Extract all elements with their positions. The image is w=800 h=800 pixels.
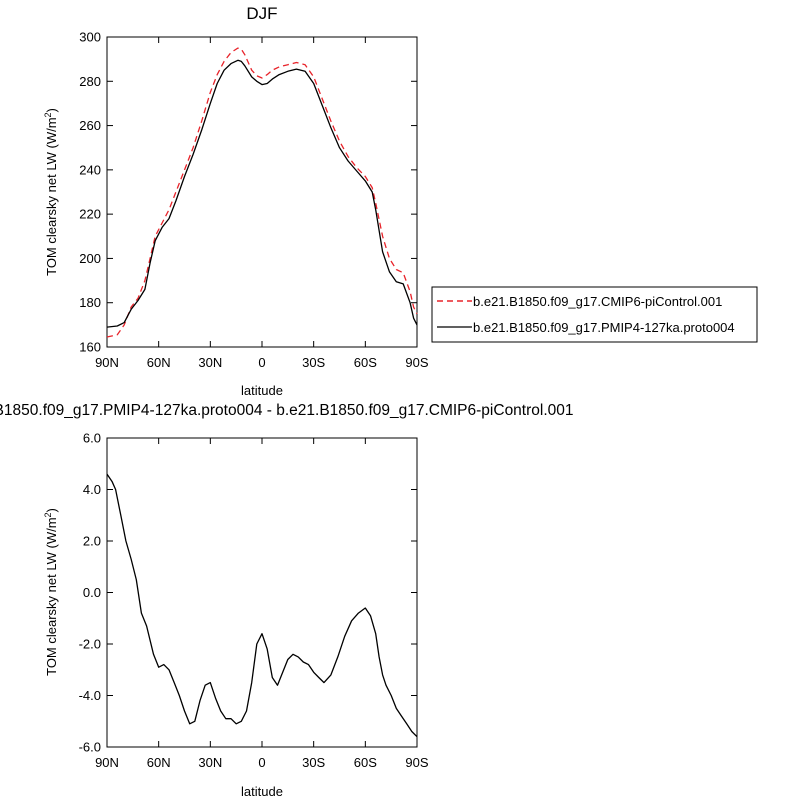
bottom-chart-title: b.e21.B1850.f09_g17.PMIP4-127ka.proto004… xyxy=(0,402,574,419)
top-y-tick-label: 180 xyxy=(79,295,101,310)
top-series-line-2 xyxy=(106,59,418,328)
bottom-y-axis-label-sup: 2 xyxy=(43,512,53,517)
bottom-x-tick-label: 30N xyxy=(198,755,222,770)
top-y-axis-label: TOM clearsky net LW (W/m2) xyxy=(43,108,59,276)
bottom-plot-frame xyxy=(106,437,418,748)
top-plot-frame xyxy=(106,36,418,348)
legend-label-series-2: b.e21.B1850.f09_g17.PMIP4-127ka.proto004 xyxy=(473,320,735,335)
top-y-tick-label: 280 xyxy=(79,74,101,89)
bottom-y-tick-label: -6.0 xyxy=(79,740,101,755)
top-x-tick-label: 90N xyxy=(95,355,119,370)
bottom-x-tick-label: 30S xyxy=(302,755,325,770)
top-chart-title: DJF xyxy=(246,4,277,23)
bottom-y-tick-label: 2.0 xyxy=(83,534,101,549)
top-x-tick-label: 30S xyxy=(302,355,325,370)
bottom-y-tick-label: 0.0 xyxy=(83,585,101,600)
top-y-tick-label: 260 xyxy=(79,118,101,133)
bottom-x-tick-label: 90S xyxy=(405,755,428,770)
bottom-x-tick-label: 0 xyxy=(258,755,265,770)
bottom-y-tick-label: -4.0 xyxy=(79,688,101,703)
bottom-y-axis-label-main: TOM clearsky net LW (W/m xyxy=(44,517,59,675)
top-y-axis-label-close: ) xyxy=(44,108,59,112)
bottom-y-tick-label: 6.0 xyxy=(83,431,101,446)
top-y-tick-label: 160 xyxy=(79,340,101,355)
top-y-axis: 160 180 200 220 240 260 280 300 xyxy=(79,30,417,355)
bottom-x-axis: 90N 60N 30N 0 30S 60S 90S xyxy=(95,438,429,770)
top-x-tick-label: 60N xyxy=(147,355,171,370)
bottom-y-axis: -6.0 -4.0 -2.0 0.0 2.0 4.0 6.0 xyxy=(79,431,417,755)
top-y-tick-label: 200 xyxy=(79,251,101,266)
top-y-tick-label: 240 xyxy=(79,162,101,177)
top-x-axis: 90N 60N 30N 0 30S 60S 90S xyxy=(95,37,429,370)
legend-label-series-1: b.e21.B1850.f09_g17.CMIP6-piControl.001 xyxy=(473,294,722,309)
top-y-axis-label-main: TOM clearsky net LW (W/m xyxy=(44,117,59,275)
top-x-tick-label: 60S xyxy=(354,355,377,370)
bottom-y-axis-label-close: ) xyxy=(44,508,59,512)
top-y-tick-label: 220 xyxy=(79,207,101,222)
legend-box xyxy=(431,286,758,343)
legend: b.e21.B1850.f09_g17.CMIP6-piControl.001 … xyxy=(431,286,758,343)
bottom-x-tick-label: 60N xyxy=(147,755,171,770)
top-series-line-1 xyxy=(106,47,418,338)
top-y-tick-label: 300 xyxy=(79,30,101,45)
top-x-tick-label: 0 xyxy=(258,355,265,370)
top-x-tick-label: 30N xyxy=(198,355,222,370)
bottom-x-axis-label: latitude xyxy=(241,784,283,799)
bottom-y-tick-label: 4.0 xyxy=(83,482,101,497)
bottom-x-tick-label: 60S xyxy=(354,755,377,770)
top-x-tick-label: 90S xyxy=(405,355,428,370)
bottom-y-tick-label: -2.0 xyxy=(79,637,101,652)
top-chart: DJF 160 180 200 220 240 260 280 300 90N 60N 30N 0 3… xyxy=(43,4,758,398)
bottom-series-group xyxy=(106,473,418,738)
bottom-chart: b.e21.B1850.f09_g17.PMIP4-127ka.proto004… xyxy=(0,402,574,799)
bottom-series-line-1 xyxy=(106,473,418,738)
top-x-axis-label: latitude xyxy=(241,383,283,398)
top-series-group xyxy=(106,47,418,338)
top-y-axis-label-sup: 2 xyxy=(43,112,53,117)
bottom-y-axis-label: TOM clearsky net LW (W/m2) xyxy=(43,508,59,676)
bottom-x-tick-label: 90N xyxy=(95,755,119,770)
